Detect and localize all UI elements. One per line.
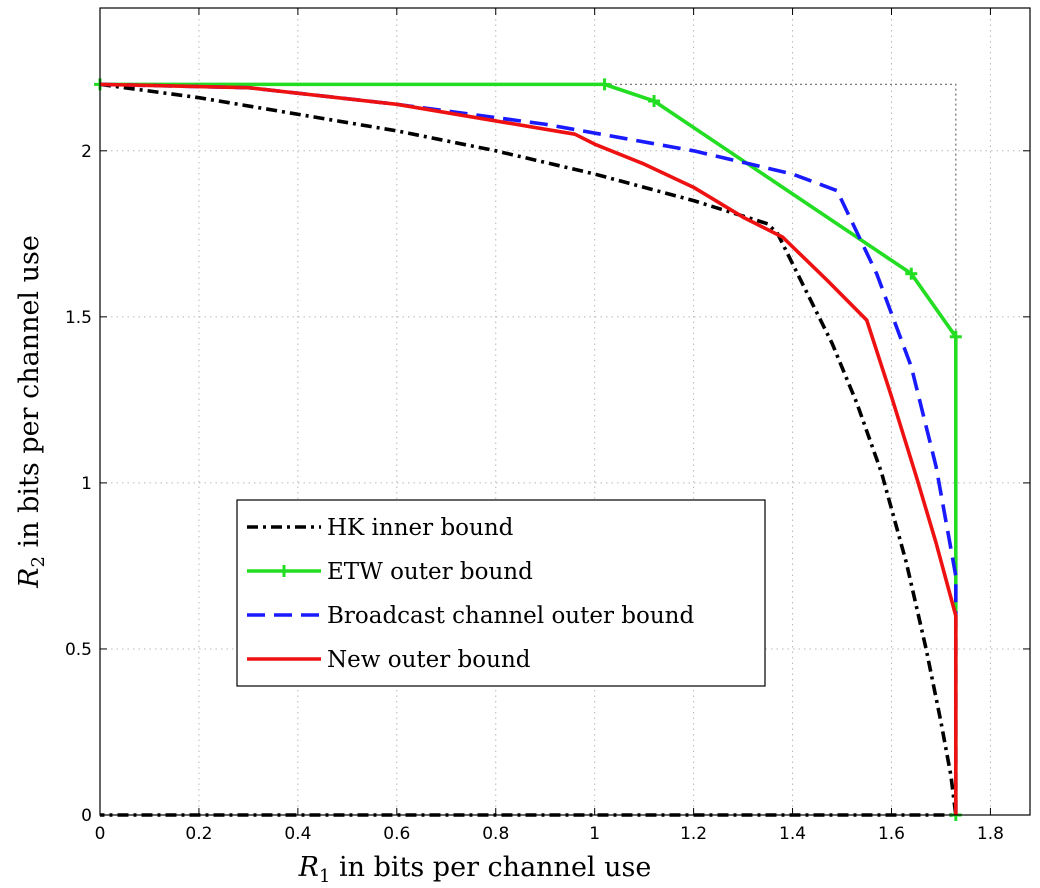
series-group	[94, 78, 962, 821]
series-new-outer-bound-line	[99, 82, 958, 815]
legend-item-etw-outer-bound[interactable]: ETW outer bound	[247, 559, 533, 585]
ticks: 0 0.2 0.4 0.6 0.8 1 1.2 1.4 1.6 1.8 0 0.5 1 1.5 2	[65, 8, 1030, 844]
x-tick-label: 0.6	[383, 824, 410, 844]
series-etw-outer-bound-marker	[648, 94, 661, 107]
y-tick-label: 1.5	[65, 308, 92, 328]
legend-box	[236, 499, 766, 687]
legend-item-broadcast-channel-outer-bound[interactable]: Broadcast channel outer bound	[247, 603, 694, 629]
legend-item-new-outer-bound[interactable]: New outer bound	[247, 647, 531, 673]
x-tick-label: 1.6	[878, 824, 905, 844]
x-tick-label: 1.2	[680, 824, 707, 844]
x-tick-label: 1.8	[977, 824, 1004, 844]
x-tick-label: 1	[589, 824, 600, 844]
series-etw-outer-bound-marker	[905, 267, 918, 280]
y-axis-label: R2 in bits per channel use	[14, 235, 49, 589]
plot-frame	[99, 7, 1031, 816]
y-tick-label: 1	[81, 474, 92, 494]
x-axis-label: R1 in bits per channel use	[298, 852, 652, 887]
series-etw-outer-bound-line	[100, 82, 958, 815]
legend-marker	[278, 565, 290, 577]
x-tick-label: 0.4	[284, 824, 311, 844]
legend-label: Broadcast channel outer bound	[327, 603, 694, 629]
y-tick-label: 0	[81, 806, 92, 826]
legend-item-hk-inner-bound[interactable]: HK inner bound	[247, 515, 514, 541]
legend[interactable]: HK inner bound ETW outer bound Broadcast c…	[236, 499, 766, 687]
x-tick-label: 1.4	[779, 824, 806, 844]
series-etw-outer-bound-marker	[949, 330, 962, 343]
legend-label: ETW outer bound	[327, 559, 533, 585]
series-etw-outer-bound-marker	[598, 78, 611, 91]
x-tick-label: 0.2	[185, 824, 212, 844]
y-tick-label: 2	[81, 142, 92, 162]
series-hk-inner-bound-line	[99, 82, 958, 817]
y-tick-label: 0.5	[65, 640, 92, 660]
x-tick-label: 0.8	[482, 824, 509, 844]
axis-labels: R1 in bits per channel use R2 in bits per…	[14, 235, 651, 887]
legend-label: New outer bound	[327, 647, 531, 673]
x-tick-label: 0	[95, 824, 106, 844]
legend-label: HK inner bound	[327, 515, 514, 541]
